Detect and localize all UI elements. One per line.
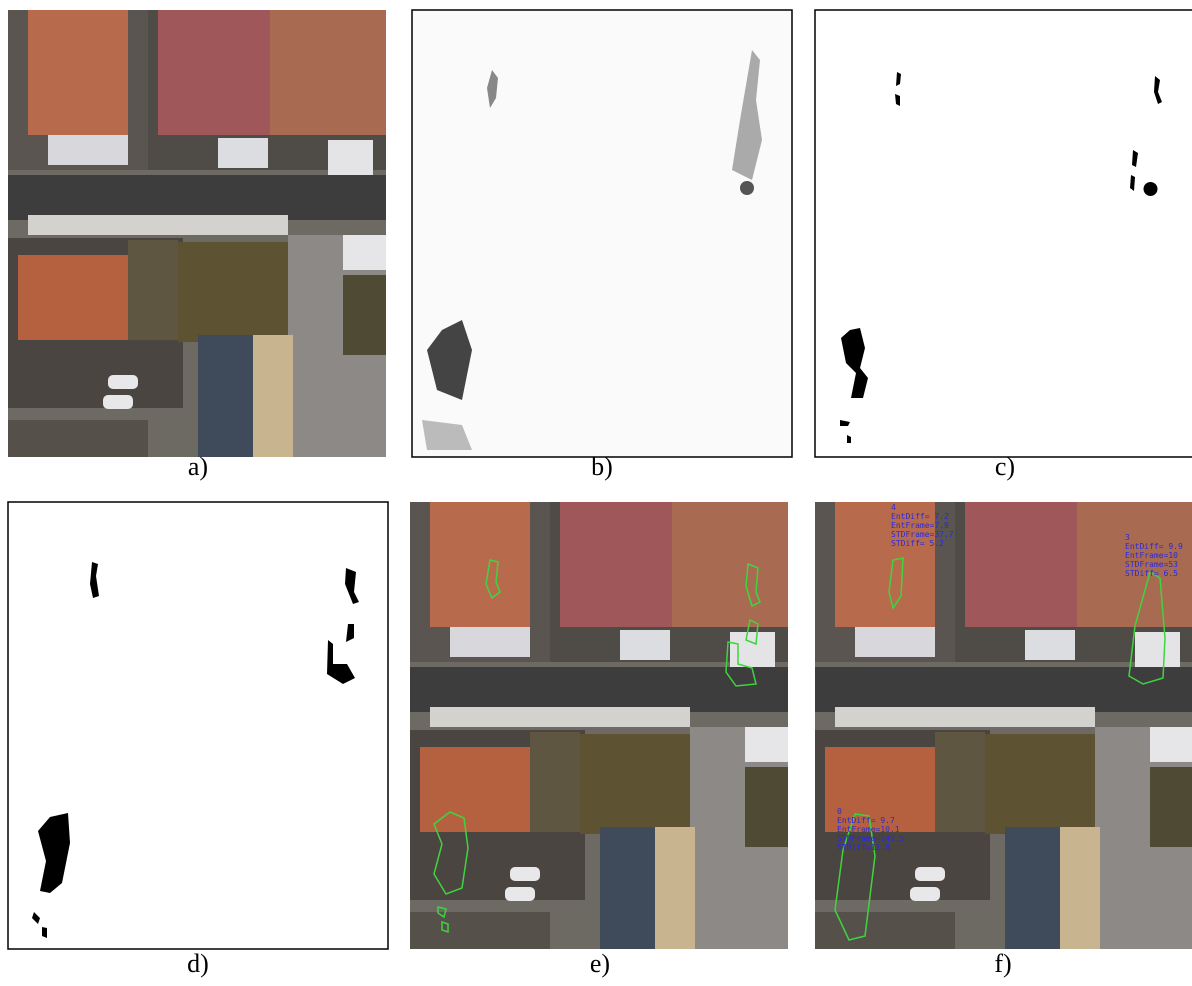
annotation-line: STDFrame=37.7 bbox=[891, 530, 954, 539]
figure: a) b) c) d) e) 4EntDiff= 7.2EntFrame=7.9… bbox=[0, 0, 1192, 986]
panel-label: c) bbox=[995, 452, 1015, 481]
annotation-line: EntFrame=10.1 bbox=[837, 825, 900, 834]
annotation-line: EntDiff= 7.2 bbox=[891, 512, 949, 521]
panel-label: f) bbox=[994, 949, 1011, 978]
panel-a bbox=[8, 10, 386, 457]
annotation-line: STDiff= 5.2 bbox=[891, 539, 944, 548]
annotation-line: EntFrame=10 bbox=[1125, 551, 1178, 560]
annotation-line: 3 bbox=[1125, 533, 1130, 542]
panel-e bbox=[410, 502, 788, 949]
panel-label: b) bbox=[591, 452, 613, 481]
panel-d bbox=[8, 502, 388, 949]
panel-label: d) bbox=[187, 949, 209, 978]
page: a) b) c) d) e) 4EntDiff= 7.2EntFrame=7.9… bbox=[0, 0, 1192, 986]
panel-c bbox=[815, 10, 1192, 457]
annotation-line: STDiff=11.8 bbox=[837, 843, 890, 852]
annotation-line: 0 bbox=[837, 807, 842, 816]
annotation-line: EntFrame=7.9 bbox=[891, 521, 949, 530]
annotation-line: STDFrame=149.5 bbox=[837, 834, 905, 843]
panel-label: a) bbox=[188, 452, 208, 481]
annotation-line: EntDiff= 9.7 bbox=[837, 816, 895, 825]
annotation-line: 4 bbox=[891, 503, 896, 512]
panel-label: e) bbox=[590, 949, 610, 978]
panel-b bbox=[412, 10, 792, 457]
annotation-line: EntDiff= 9.9 bbox=[1125, 542, 1183, 551]
annotation-line: STDFrame=53 bbox=[1125, 560, 1178, 569]
annotation-line: STDiff= 6.5 bbox=[1125, 569, 1178, 578]
